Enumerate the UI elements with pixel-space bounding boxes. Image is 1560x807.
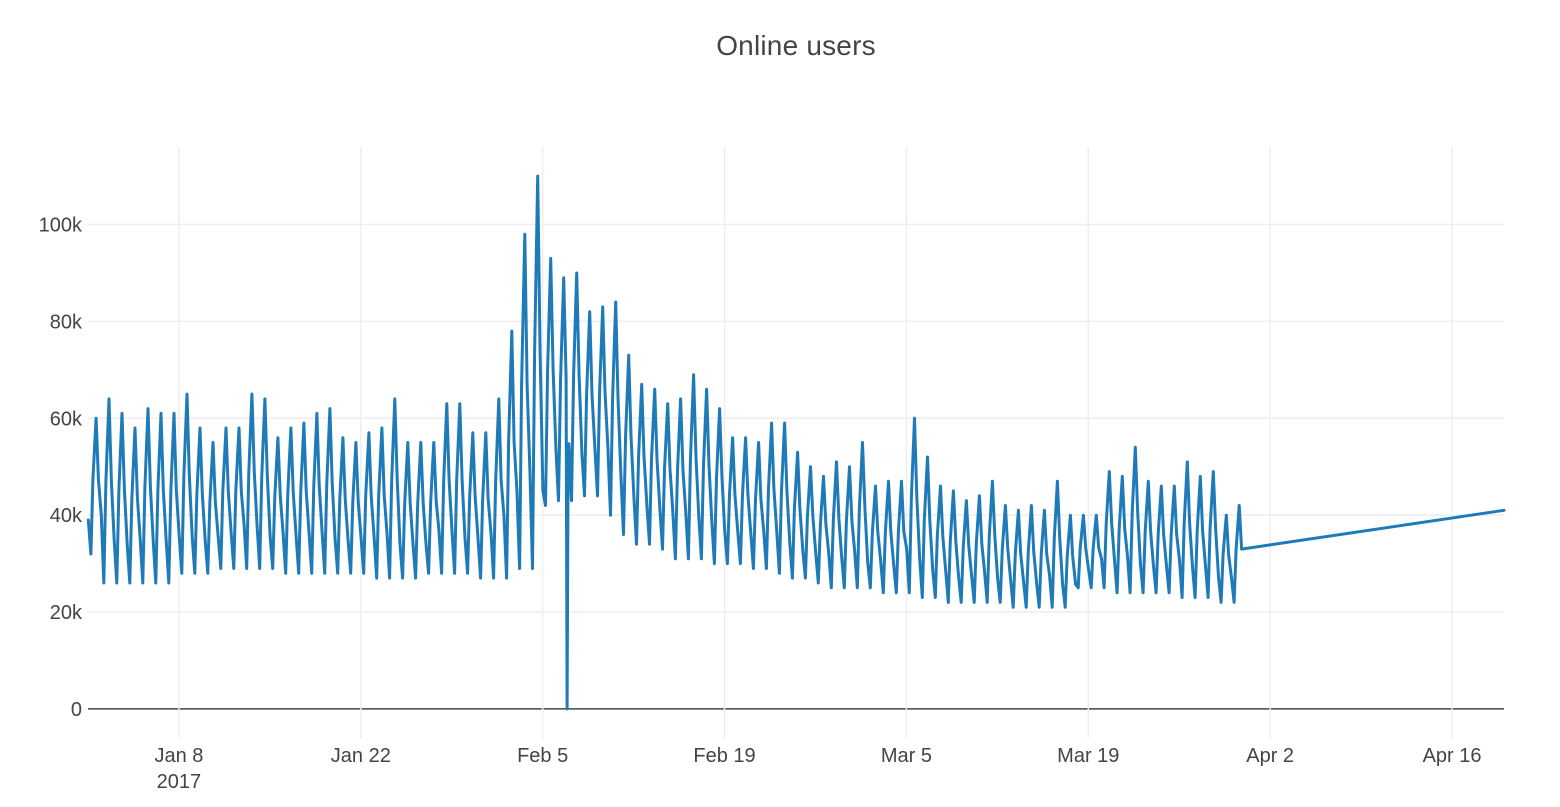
y-tick-label: 60k bbox=[50, 408, 83, 430]
y-tick-label: 0 bbox=[71, 699, 82, 721]
x-tick-label: Mar 19 bbox=[1057, 745, 1119, 767]
y-tick-label: 100k bbox=[39, 215, 83, 237]
axis-labels: 0 20k 40k 60k 80k 100k Jan 8 2017 Jan 22 Feb 5 Feb… bbox=[39, 215, 1482, 793]
y-tick-label: 20k bbox=[50, 602, 83, 624]
chart-title: Online users bbox=[716, 30, 876, 61]
y-tick-label: 40k bbox=[50, 505, 83, 527]
x-tick-label: Apr 2 bbox=[1246, 745, 1294, 767]
x-tick-label: Jan 22 bbox=[331, 745, 391, 767]
y-tick-label: 80k bbox=[50, 311, 83, 333]
x-tick-label: Feb 19 bbox=[693, 745, 755, 767]
series-line-online-users bbox=[86, 174, 1506, 711]
x-tick-sublabel: 2017 bbox=[157, 771, 202, 793]
x-tick-label: Apr 16 bbox=[1423, 745, 1482, 767]
x-tick-label: Jan 8 bbox=[154, 745, 203, 767]
x-tick-label: Feb 5 bbox=[517, 745, 568, 767]
grid-lines bbox=[88, 147, 1504, 738]
series-layer bbox=[86, 174, 1506, 711]
x-tick-label: Mar 5 bbox=[881, 745, 932, 767]
